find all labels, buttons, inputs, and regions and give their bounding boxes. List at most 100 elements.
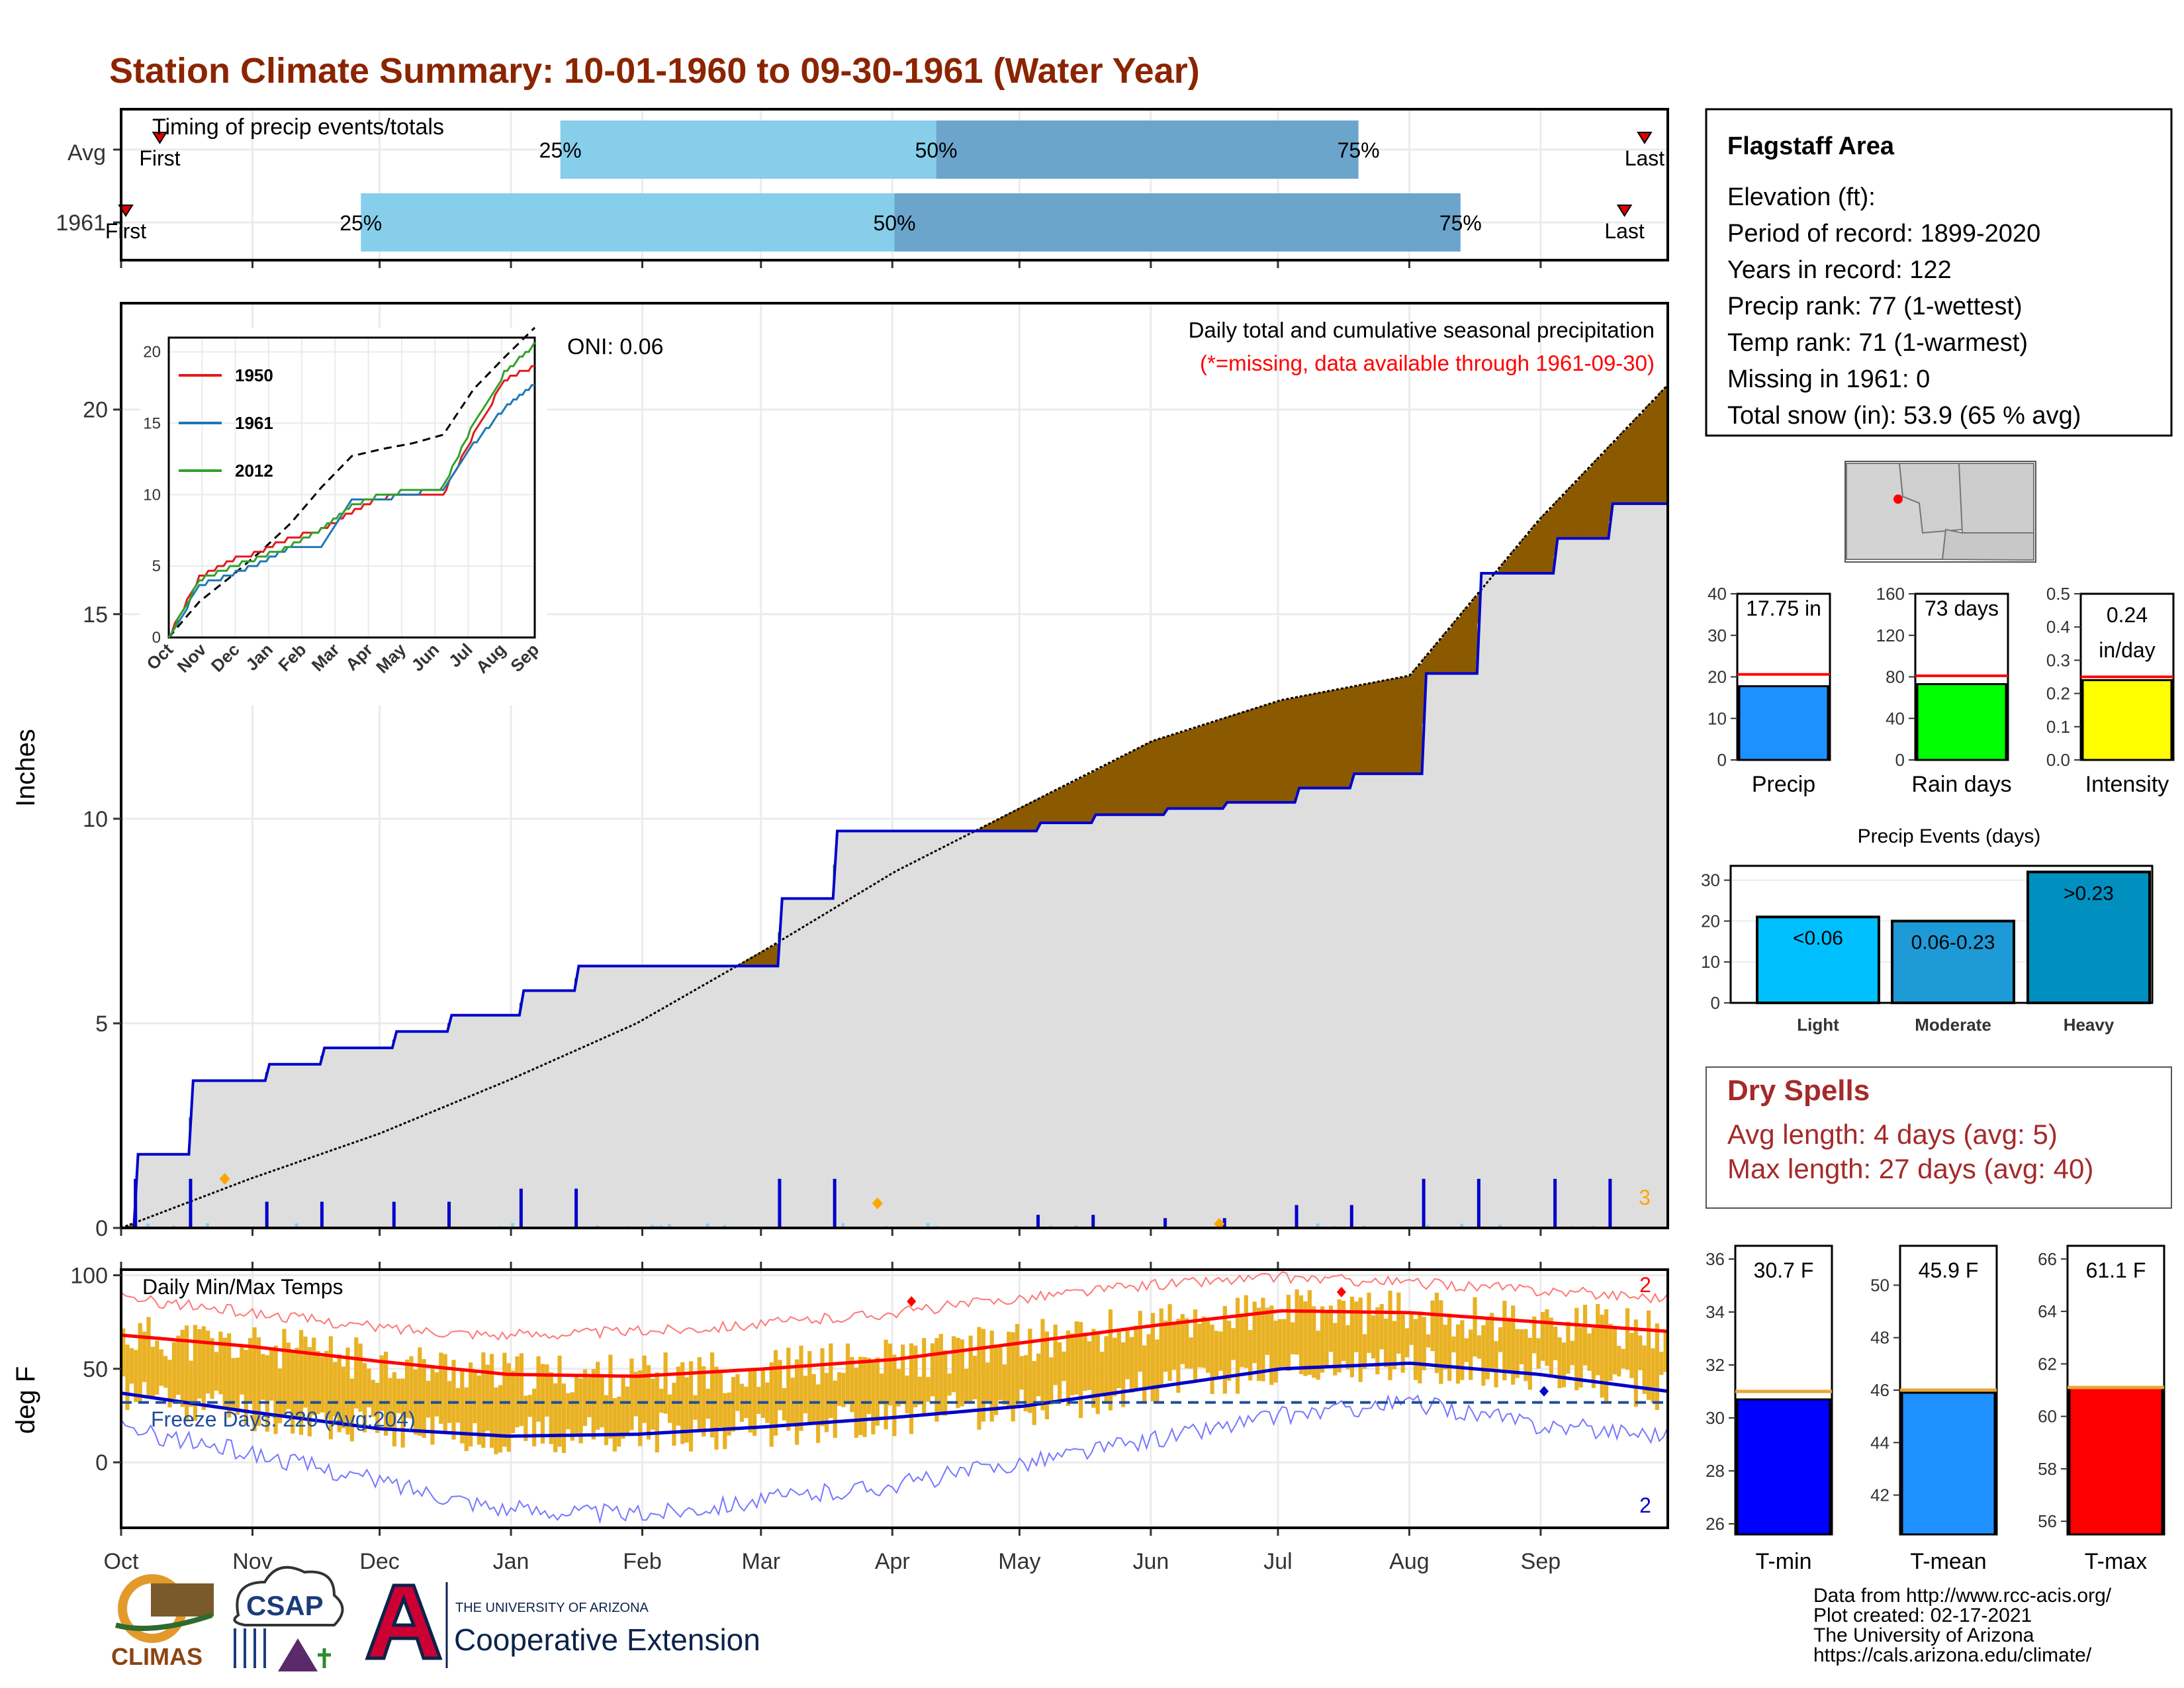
precip-ytick-label: 5 bbox=[95, 1011, 108, 1037]
temp-box-ytick-label: 36 bbox=[1706, 1249, 1725, 1269]
daily-temp-bar bbox=[1519, 1329, 1524, 1364]
daily-temp-bar bbox=[1002, 1364, 1007, 1405]
daily-temp-bar bbox=[1536, 1338, 1541, 1369]
inset-ytick-label: 0 bbox=[152, 629, 161, 647]
precip-diff-fill bbox=[1600, 453, 1605, 539]
daily-temp-bar bbox=[320, 1356, 325, 1413]
daily-temp-bar bbox=[1591, 1328, 1596, 1388]
daily-temp-bar bbox=[1388, 1290, 1392, 1380]
daily-temp-bar bbox=[807, 1351, 812, 1424]
climas-text: CLIMAS bbox=[111, 1643, 203, 1670]
precip-diff-fill bbox=[1066, 783, 1071, 823]
precip-diff-fill bbox=[1032, 800, 1037, 831]
daily-temp-bar bbox=[218, 1331, 223, 1395]
daily-temp-bar bbox=[651, 1378, 655, 1430]
daily-temp-bar bbox=[1655, 1323, 1659, 1411]
csap-logo: CSAP bbox=[233, 1566, 344, 1671]
temp-bar-t-max bbox=[2068, 1386, 2163, 1536]
precip-diff-fill bbox=[1248, 710, 1253, 803]
daily-temp-bar bbox=[778, 1360, 782, 1411]
daily-temp-bar bbox=[490, 1354, 494, 1448]
university-of-arizona-logo: THE UNIVERSITY OF ARIZONA Cooperative Ex… bbox=[365, 1582, 760, 1668]
daily-temp-bar bbox=[1066, 1331, 1071, 1406]
record-low-marker bbox=[1539, 1385, 1549, 1397]
daily-temp-bar bbox=[1337, 1299, 1342, 1373]
daily-temp-bar bbox=[1485, 1319, 1490, 1380]
precip-diff-fill bbox=[1011, 812, 1016, 831]
timing-first-label: First bbox=[139, 146, 180, 170]
precip-diff-fill bbox=[1625, 427, 1630, 504]
month-label: Nov bbox=[232, 1549, 272, 1574]
daily-temp-bar bbox=[1244, 1295, 1248, 1368]
daily-temp-bar bbox=[887, 1343, 893, 1406]
precip-diff-fill bbox=[1138, 747, 1143, 815]
daily-temp-bar bbox=[672, 1382, 676, 1446]
precip-diff-fill bbox=[1291, 698, 1296, 803]
precip-diff-fill bbox=[1210, 722, 1215, 809]
daily-temp-bar bbox=[469, 1362, 473, 1447]
daily-temp-bar bbox=[625, 1386, 630, 1435]
daily-temp-bar bbox=[451, 1360, 456, 1440]
stat-ytick-label: 0 bbox=[1717, 750, 1727, 770]
precip-diff-fill bbox=[1612, 440, 1617, 504]
daily-temp-bar bbox=[240, 1345, 244, 1395]
daily-temp-bar bbox=[392, 1372, 396, 1446]
daily-temp-bar bbox=[362, 1363, 367, 1432]
precip-diff-fill bbox=[1515, 545, 1520, 573]
daily-temp-bar bbox=[298, 1330, 304, 1435]
daily-temp-bar bbox=[1218, 1331, 1223, 1371]
daily-precip-bar bbox=[778, 1178, 782, 1228]
daily-temp-bar bbox=[760, 1368, 766, 1419]
precip-diff-fill bbox=[1527, 530, 1533, 573]
stat-name-label: Rain days bbox=[1911, 772, 2011, 797]
stat-ytick-label: 0 bbox=[1895, 750, 1905, 770]
precip-diff-fill bbox=[1282, 699, 1287, 803]
daily-temp-bar bbox=[850, 1356, 854, 1413]
stat-value-label: 0.24 bbox=[2107, 603, 2148, 627]
precip-diff-fill bbox=[1396, 677, 1402, 774]
daily-temp-bar bbox=[1582, 1305, 1588, 1366]
stat-name-label: Intensity bbox=[2085, 772, 2169, 797]
inset-ytick-label: 10 bbox=[143, 486, 161, 504]
daily-temp-bar bbox=[1062, 1351, 1066, 1382]
precip-diff-fill bbox=[756, 953, 762, 966]
temp-box-ytick-label: 60 bbox=[2038, 1407, 2057, 1427]
daily-temp-bar bbox=[1646, 1310, 1651, 1400]
precip-diff-fill bbox=[993, 820, 999, 831]
precip-diff-fill bbox=[1540, 516, 1545, 573]
temp-box-ytick-label: 34 bbox=[1706, 1302, 1725, 1322]
timing-first-marker bbox=[152, 132, 168, 144]
daily-temp-bar bbox=[735, 1374, 740, 1411]
daily-temp-bar bbox=[930, 1343, 935, 1397]
daily-temp-bar bbox=[269, 1350, 274, 1401]
daily-temp-bar bbox=[718, 1372, 723, 1428]
timing-pct-label: 25% bbox=[539, 138, 582, 162]
daily-temp-bar bbox=[1460, 1320, 1465, 1380]
avg-max-line bbox=[120, 1309, 1668, 1378]
daily-temp-bar bbox=[604, 1395, 609, 1446]
timing-panel: 25% 50% 75% First Last 25% 50% 75% First Last Tim… bbox=[56, 108, 1669, 268]
precip-diff-fill bbox=[1455, 617, 1461, 674]
daily-temp-bar bbox=[316, 1351, 320, 1415]
daily-temp-bar bbox=[197, 1329, 202, 1399]
daily-temp-bar bbox=[1019, 1356, 1024, 1390]
precip-diff-fill bbox=[1621, 432, 1626, 504]
daily-temp-bar bbox=[511, 1370, 516, 1434]
month-label: Jan bbox=[493, 1549, 529, 1574]
daily-temp-bar bbox=[824, 1373, 829, 1432]
precip-diff-fill bbox=[1413, 669, 1418, 774]
precip-diff-fill bbox=[1197, 726, 1203, 809]
precip-caption: Daily total and cumulative seasonal prec… bbox=[1189, 318, 1655, 342]
temp-value-label: 45.9 F bbox=[1919, 1258, 1979, 1282]
daily-temp-bar bbox=[1070, 1333, 1075, 1395]
daily-temp-bar bbox=[1074, 1321, 1079, 1395]
timing-bar-q3 bbox=[936, 120, 1359, 179]
daily-temp-bar bbox=[1146, 1334, 1151, 1388]
daily-precip-bar bbox=[574, 1188, 578, 1228]
precip-diff-fill bbox=[1074, 779, 1079, 823]
stat-ytick-label: 0.2 bbox=[2046, 684, 2070, 704]
daily-temp-bar bbox=[282, 1329, 287, 1417]
stat-ytick-label: 20 bbox=[1707, 667, 1727, 687]
stat-ytick-label: 40 bbox=[1886, 708, 1905, 728]
